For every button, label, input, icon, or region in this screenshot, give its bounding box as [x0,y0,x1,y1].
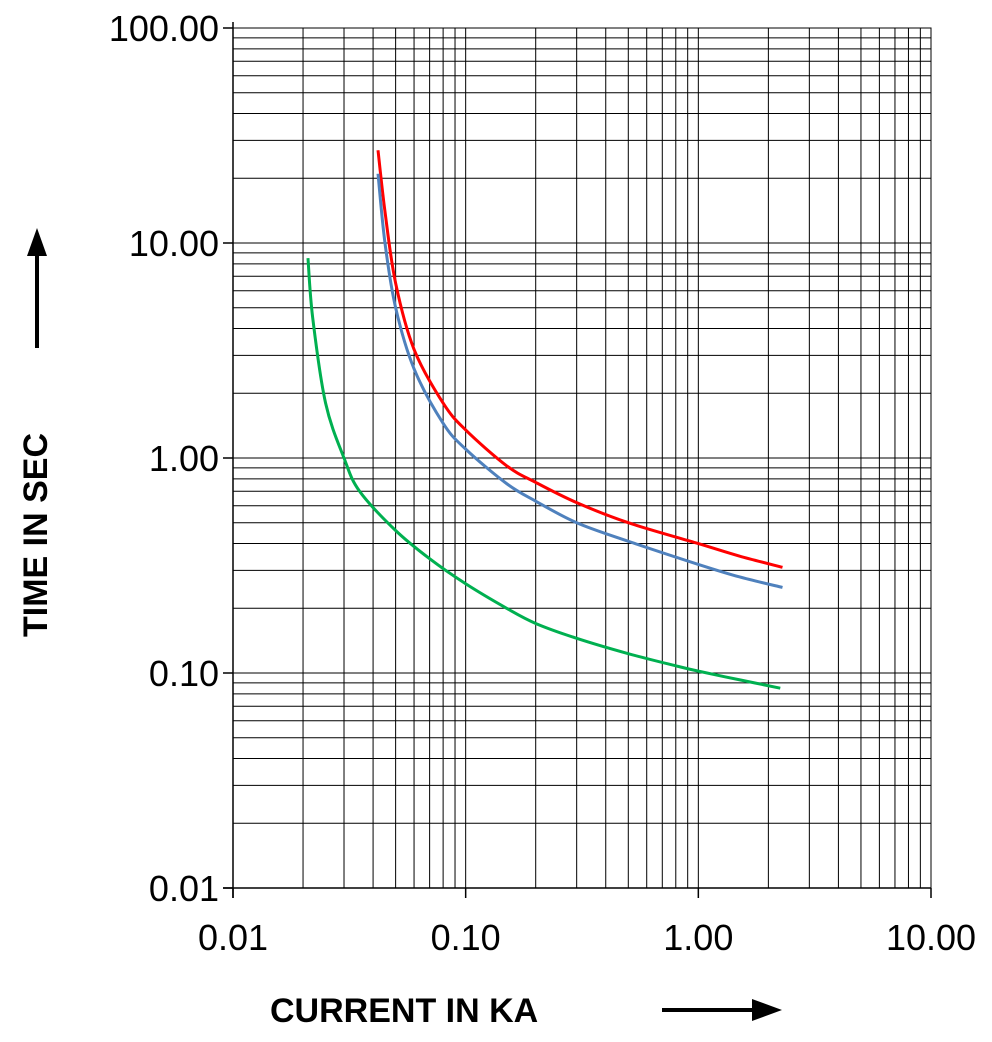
x-tick-label: 10.00 [886,917,976,958]
series-layer [306,150,783,690]
y-tick-label: 100.00 [109,8,219,49]
series-line-2 [376,173,783,589]
y-tick-label: 0.01 [149,868,219,909]
x-axis-arrow [662,999,782,1021]
series-line-3 [306,258,781,690]
series-line-1 [376,150,783,569]
x-tick-label: 1.00 [663,917,733,958]
y-axis-arrow [27,228,47,348]
x-tick-label: 0.10 [431,917,501,958]
tick-labels: 0.01 0.10 1.00 10.00 100.00 10.00 1.00 0.10 0.01 [109,8,976,958]
grid [223,22,932,898]
x-axis-title: CURRENT IN KA [270,992,538,1030]
x-tick-label: 0.01 [198,917,268,958]
y-tick-label: 1.00 [149,438,219,479]
y-axis-title: TIME IN SEC [17,433,55,637]
y-tick-label: 10.00 [129,223,219,264]
y-tick-label: 0.10 [149,653,219,694]
